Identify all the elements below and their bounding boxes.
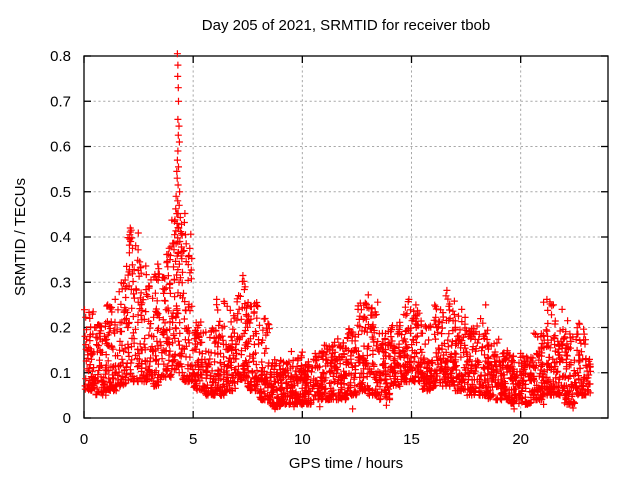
y-tick-label: 0 (63, 410, 71, 427)
y-tick-label: 0.8 (50, 48, 71, 65)
y-tick-label: 0.4 (50, 229, 71, 246)
y-tick-label: 0.7 (50, 93, 71, 110)
x-tick-label: 15 (403, 431, 420, 448)
y-tick-label: 0.2 (50, 320, 71, 337)
y-tick-label: 0.3 (50, 274, 71, 291)
x-tick-label: 10 (294, 431, 311, 448)
y-tick-label: 0.1 (50, 365, 71, 382)
x-axis-label: GPS time / hours (289, 455, 403, 472)
scatter-points (81, 50, 594, 413)
tick-label-layer: 0 5 10 15 20 0 0.1 0.2 0.3 0.4 0.5 0.6 0.7 0.8 (50, 48, 529, 448)
plot-border (83, 55, 609, 419)
x-tick-label: 5 (189, 431, 197, 448)
x-tick-label: 20 (512, 431, 529, 448)
y-axis-label: SRMTID / TECUs (12, 178, 29, 296)
chart-title: Day 205 of 2021, SRMTID for receiver tbo… (202, 17, 490, 34)
x-tick-label: 0 (80, 431, 88, 448)
y-tick-label: 0.5 (50, 184, 71, 201)
y-tick-label: 0.6 (50, 139, 71, 156)
